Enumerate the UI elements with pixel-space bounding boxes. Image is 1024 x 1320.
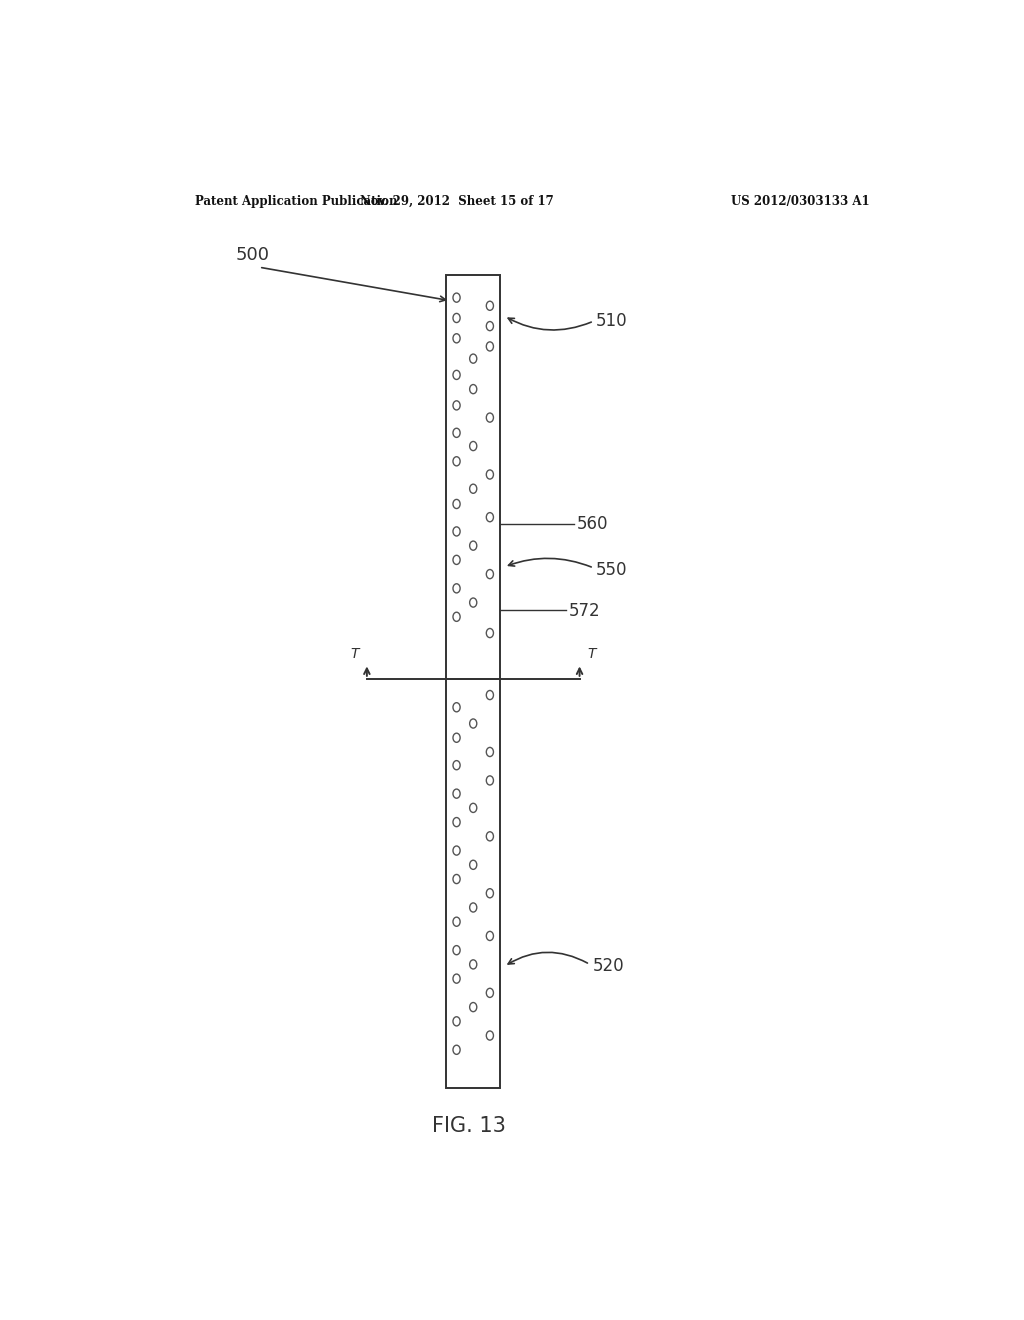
Text: T: T (350, 647, 359, 660)
Text: T: T (587, 647, 596, 660)
Text: 560: 560 (577, 515, 608, 533)
Text: 500: 500 (236, 246, 269, 264)
Bar (446, 276, 500, 678)
Text: 550: 550 (596, 561, 628, 579)
Text: 520: 520 (592, 957, 624, 975)
Text: FIG. 13: FIG. 13 (432, 1115, 506, 1137)
Bar (446, 678, 500, 1089)
Text: 572: 572 (568, 602, 600, 619)
Text: Nov. 29, 2012  Sheet 15 of 17: Nov. 29, 2012 Sheet 15 of 17 (360, 194, 554, 207)
Text: 510: 510 (596, 312, 628, 330)
Text: US 2012/0303133 A1: US 2012/0303133 A1 (731, 194, 869, 207)
Text: Patent Application Publication: Patent Application Publication (196, 194, 398, 207)
